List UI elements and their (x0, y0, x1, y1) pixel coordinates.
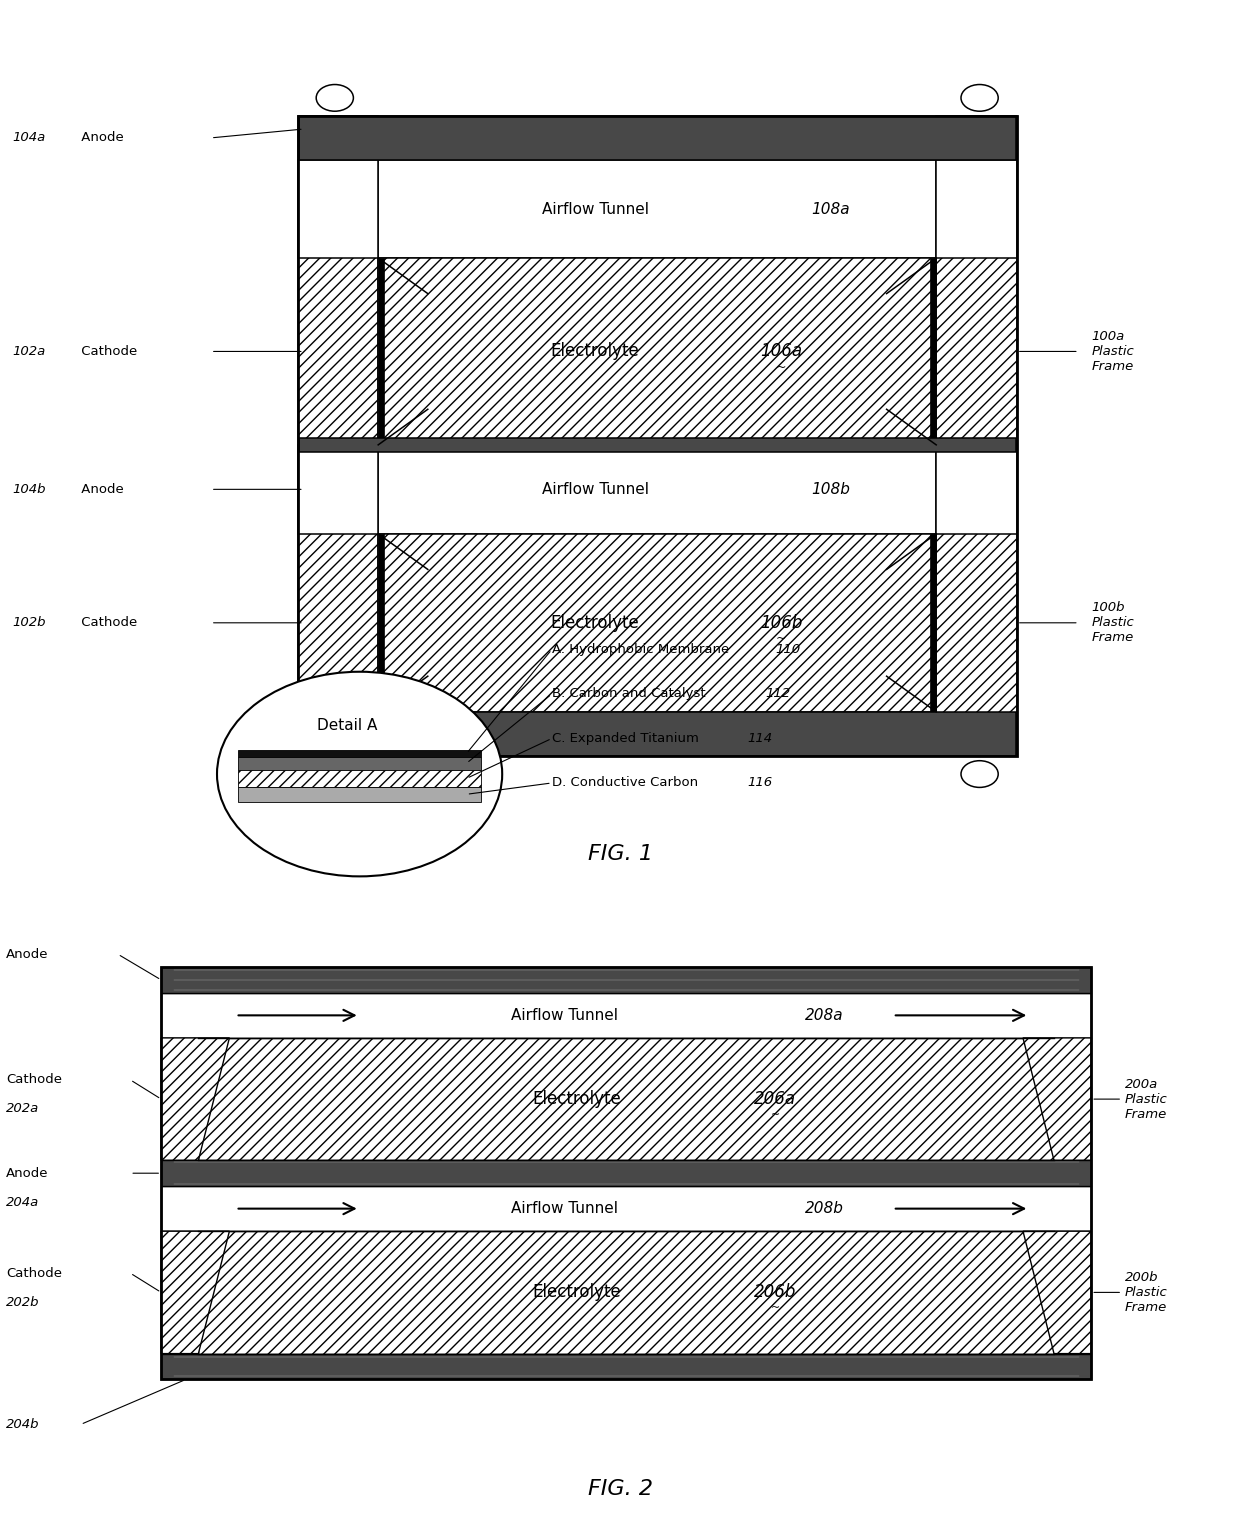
Bar (378, 445, 936, 534)
Text: D. Conductive Carbon: D. Conductive Carbon (552, 776, 702, 790)
Text: 208a: 208a (805, 1008, 844, 1023)
Text: 110: 110 (775, 643, 800, 657)
Bar (930, 258, 936, 445)
Bar (930, 534, 936, 712)
Bar (161, 966, 1091, 992)
Text: 202a: 202a (6, 1103, 40, 1115)
Text: Electrolyte: Electrolyte (532, 1091, 621, 1108)
Text: 204b: 204b (6, 1417, 40, 1431)
Polygon shape (161, 1039, 229, 1160)
Text: Anode: Anode (77, 483, 124, 495)
Bar (161, 966, 1091, 1379)
Text: C. Expanded Titanium: C. Expanded Titanium (552, 732, 703, 746)
Text: 112: 112 (765, 687, 791, 701)
Polygon shape (1023, 1232, 1091, 1353)
Text: Detail A: Detail A (317, 718, 377, 733)
Circle shape (961, 761, 998, 787)
Bar (238, 756, 481, 770)
Bar (299, 437, 1016, 453)
Bar (936, 445, 1017, 534)
Text: Cathode: Cathode (6, 1267, 62, 1279)
Polygon shape (161, 1232, 229, 1353)
Text: ~: ~ (776, 360, 786, 374)
Text: Anode: Anode (77, 132, 124, 144)
Text: 202b: 202b (6, 1296, 40, 1309)
Text: 106a: 106a (760, 342, 802, 360)
Bar (161, 1353, 1091, 1379)
Text: 208b: 208b (805, 1201, 844, 1216)
Text: 102a: 102a (12, 345, 46, 357)
Circle shape (316, 761, 353, 787)
Bar (1054, 1039, 1091, 1160)
Text: 102b: 102b (12, 617, 46, 629)
Bar (936, 115, 1017, 756)
Text: Airflow Tunnel: Airflow Tunnel (511, 1008, 618, 1023)
Bar (299, 115, 1016, 160)
Circle shape (306, 736, 339, 759)
Bar (378, 160, 936, 258)
Text: Electrolyte: Electrolyte (551, 342, 640, 360)
Text: FIG. 2: FIG. 2 (588, 1479, 652, 1499)
Text: ~: ~ (776, 632, 786, 646)
Text: Anode: Anode (6, 1167, 48, 1180)
Text: B. Carbon and Catalyst: B. Carbon and Catalyst (552, 687, 709, 701)
Polygon shape (1023, 1039, 1091, 1160)
Text: 100a
Plastic
Frame: 100a Plastic Frame (1091, 330, 1133, 373)
Text: Cathode: Cathode (77, 617, 138, 629)
Text: 108b: 108b (811, 482, 851, 497)
Text: Airflow Tunnel: Airflow Tunnel (542, 482, 649, 497)
Bar (298, 115, 378, 756)
Text: 206b: 206b (754, 1284, 796, 1301)
Bar (1054, 1232, 1091, 1353)
Bar (161, 1232, 198, 1353)
Bar (238, 787, 481, 802)
Bar (161, 1186, 1091, 1232)
Bar (198, 1039, 1054, 1160)
Text: 200a
Plastic
Frame: 200a Plastic Frame (1125, 1077, 1167, 1121)
Text: ~: ~ (770, 1109, 780, 1120)
Circle shape (316, 84, 353, 112)
Text: Cathode: Cathode (77, 345, 138, 357)
Text: A. Hydrophobic Membrane: A. Hydrophobic Membrane (552, 643, 733, 657)
Bar (936, 160, 1017, 258)
Bar (161, 992, 1091, 1039)
Text: Airflow Tunnel: Airflow Tunnel (511, 1201, 618, 1216)
Text: 104b: 104b (12, 483, 46, 495)
Bar (161, 1039, 198, 1160)
Bar (161, 1160, 1091, 1186)
Text: Cathode: Cathode (6, 1074, 62, 1086)
Text: Anode: Anode (6, 948, 48, 960)
Bar (298, 445, 378, 534)
Text: 108a: 108a (811, 201, 851, 216)
Circle shape (961, 84, 998, 112)
Bar (378, 534, 384, 712)
Text: 106b: 106b (760, 614, 802, 632)
Text: 204a: 204a (6, 1195, 40, 1209)
Bar (378, 258, 936, 445)
Text: ~: ~ (770, 1302, 780, 1313)
Bar (298, 160, 378, 258)
Text: 116: 116 (746, 776, 773, 790)
Bar (299, 712, 1016, 756)
Text: FIG. 1: FIG. 1 (588, 844, 652, 864)
Text: Airflow Tunnel: Airflow Tunnel (542, 201, 649, 216)
Bar (238, 770, 481, 787)
Text: 200b
Plastic
Frame: 200b Plastic Frame (1125, 1270, 1167, 1315)
Text: 206a: 206a (754, 1091, 796, 1108)
Circle shape (217, 672, 502, 876)
Bar (298, 115, 1017, 756)
Bar (378, 258, 384, 445)
Text: Electrolyte: Electrolyte (532, 1284, 621, 1301)
Text: 114: 114 (746, 732, 773, 746)
Text: Electrolyte: Electrolyte (551, 614, 640, 632)
Bar (238, 750, 481, 756)
Text: 100b
Plastic
Frame: 100b Plastic Frame (1091, 601, 1133, 644)
Bar (378, 534, 936, 712)
Text: 104a: 104a (12, 132, 46, 144)
Bar (198, 1232, 1054, 1353)
